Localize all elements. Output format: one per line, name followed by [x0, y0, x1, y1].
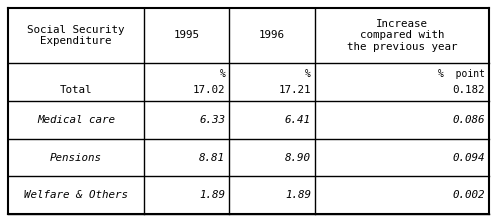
Text: 1.89: 1.89	[285, 190, 311, 200]
Text: 0.094: 0.094	[452, 153, 485, 163]
Text: 17.02: 17.02	[193, 85, 225, 95]
Text: 6.41: 6.41	[285, 115, 311, 125]
Text: %  point: % point	[438, 69, 485, 79]
Text: 1995: 1995	[173, 30, 199, 40]
Text: 0.002: 0.002	[452, 190, 485, 200]
Text: 17.21: 17.21	[278, 85, 311, 95]
Text: Welfare & Others: Welfare & Others	[24, 190, 128, 200]
Text: 1.89: 1.89	[199, 190, 225, 200]
Text: Social Security
Expenditure: Social Security Expenditure	[27, 25, 125, 46]
Text: Total: Total	[60, 85, 92, 95]
Text: 1996: 1996	[259, 30, 285, 40]
Text: %: %	[305, 69, 311, 79]
Text: %: %	[219, 69, 225, 79]
Text: Medical care: Medical care	[37, 115, 115, 125]
Text: 8.90: 8.90	[285, 153, 311, 163]
Text: 0.182: 0.182	[452, 85, 485, 95]
Text: 8.81: 8.81	[199, 153, 225, 163]
Text: Pensions: Pensions	[50, 153, 102, 163]
Text: 6.33: 6.33	[199, 115, 225, 125]
Text: 0.086: 0.086	[452, 115, 485, 125]
Text: Increase
compared with
the previous year: Increase compared with the previous year	[347, 19, 457, 52]
